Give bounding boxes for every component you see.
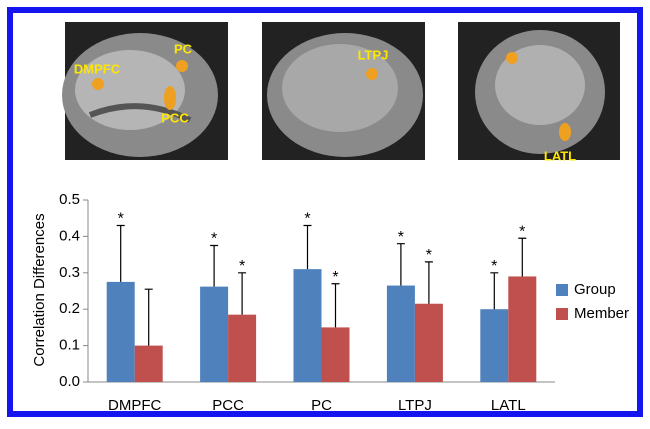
bar — [106, 281, 135, 382]
region-label: PCC — [161, 110, 189, 125]
error-bar — [518, 237, 527, 277]
error-bar — [396, 243, 405, 286]
bar — [293, 269, 322, 382]
brain-image: LTPJ — [262, 22, 425, 160]
significance-label: * — [398, 229, 404, 246]
legend-swatch — [556, 284, 568, 296]
error-bar — [303, 224, 312, 270]
significance-label: * — [211, 231, 217, 248]
bar — [386, 285, 415, 382]
significance-label: * — [426, 247, 432, 264]
error-bar — [144, 288, 153, 346]
legend-swatch — [556, 308, 568, 320]
region-label: DMPFC — [74, 61, 121, 76]
legend-label: Group — [574, 281, 616, 298]
error-bar — [210, 244, 219, 287]
brain-image: DMPFC PC PCC — [62, 22, 228, 160]
bar — [134, 345, 163, 382]
error-bar — [490, 272, 499, 310]
significance-label: * — [519, 223, 525, 240]
brain-image: LATL — [458, 22, 620, 163]
y-tick-label: 0.4 — [59, 227, 80, 244]
bar — [480, 309, 509, 382]
error-bar — [331, 283, 340, 328]
region-label: LTPJ — [358, 47, 389, 62]
y-tick-label: 0.2 — [59, 300, 80, 317]
x-tick-label: PC — [311, 397, 332, 414]
bar — [508, 276, 537, 382]
bar — [228, 314, 257, 382]
x-tick-label: DMPFC — [108, 397, 161, 414]
x-tick-label: LTPJ — [398, 397, 432, 414]
y-axis-label: Correlation Differences — [31, 213, 48, 366]
legend-label: Member — [574, 305, 629, 322]
significance-label: * — [332, 269, 338, 286]
x-tick-label: PCC — [212, 397, 244, 414]
bar — [414, 303, 443, 382]
y-tick-label: 0.5 — [59, 191, 80, 208]
x-tick-label: LATL — [491, 397, 526, 414]
y-tick-label: 0.3 — [59, 264, 80, 281]
significance-label: * — [304, 211, 310, 228]
bar — [200, 286, 229, 382]
region-label: LATL — [544, 148, 576, 163]
error-bar — [424, 261, 433, 304]
error-bar — [238, 272, 247, 315]
significance-label: * — [239, 258, 245, 275]
significance-label: * — [118, 211, 124, 228]
y-tick-label: 0.1 — [59, 337, 80, 354]
region-label: PC — [174, 41, 193, 56]
bar — [321, 327, 350, 382]
significance-label: * — [491, 258, 497, 275]
y-tick-label: 0.0 — [59, 373, 80, 390]
error-bar — [116, 224, 125, 282]
